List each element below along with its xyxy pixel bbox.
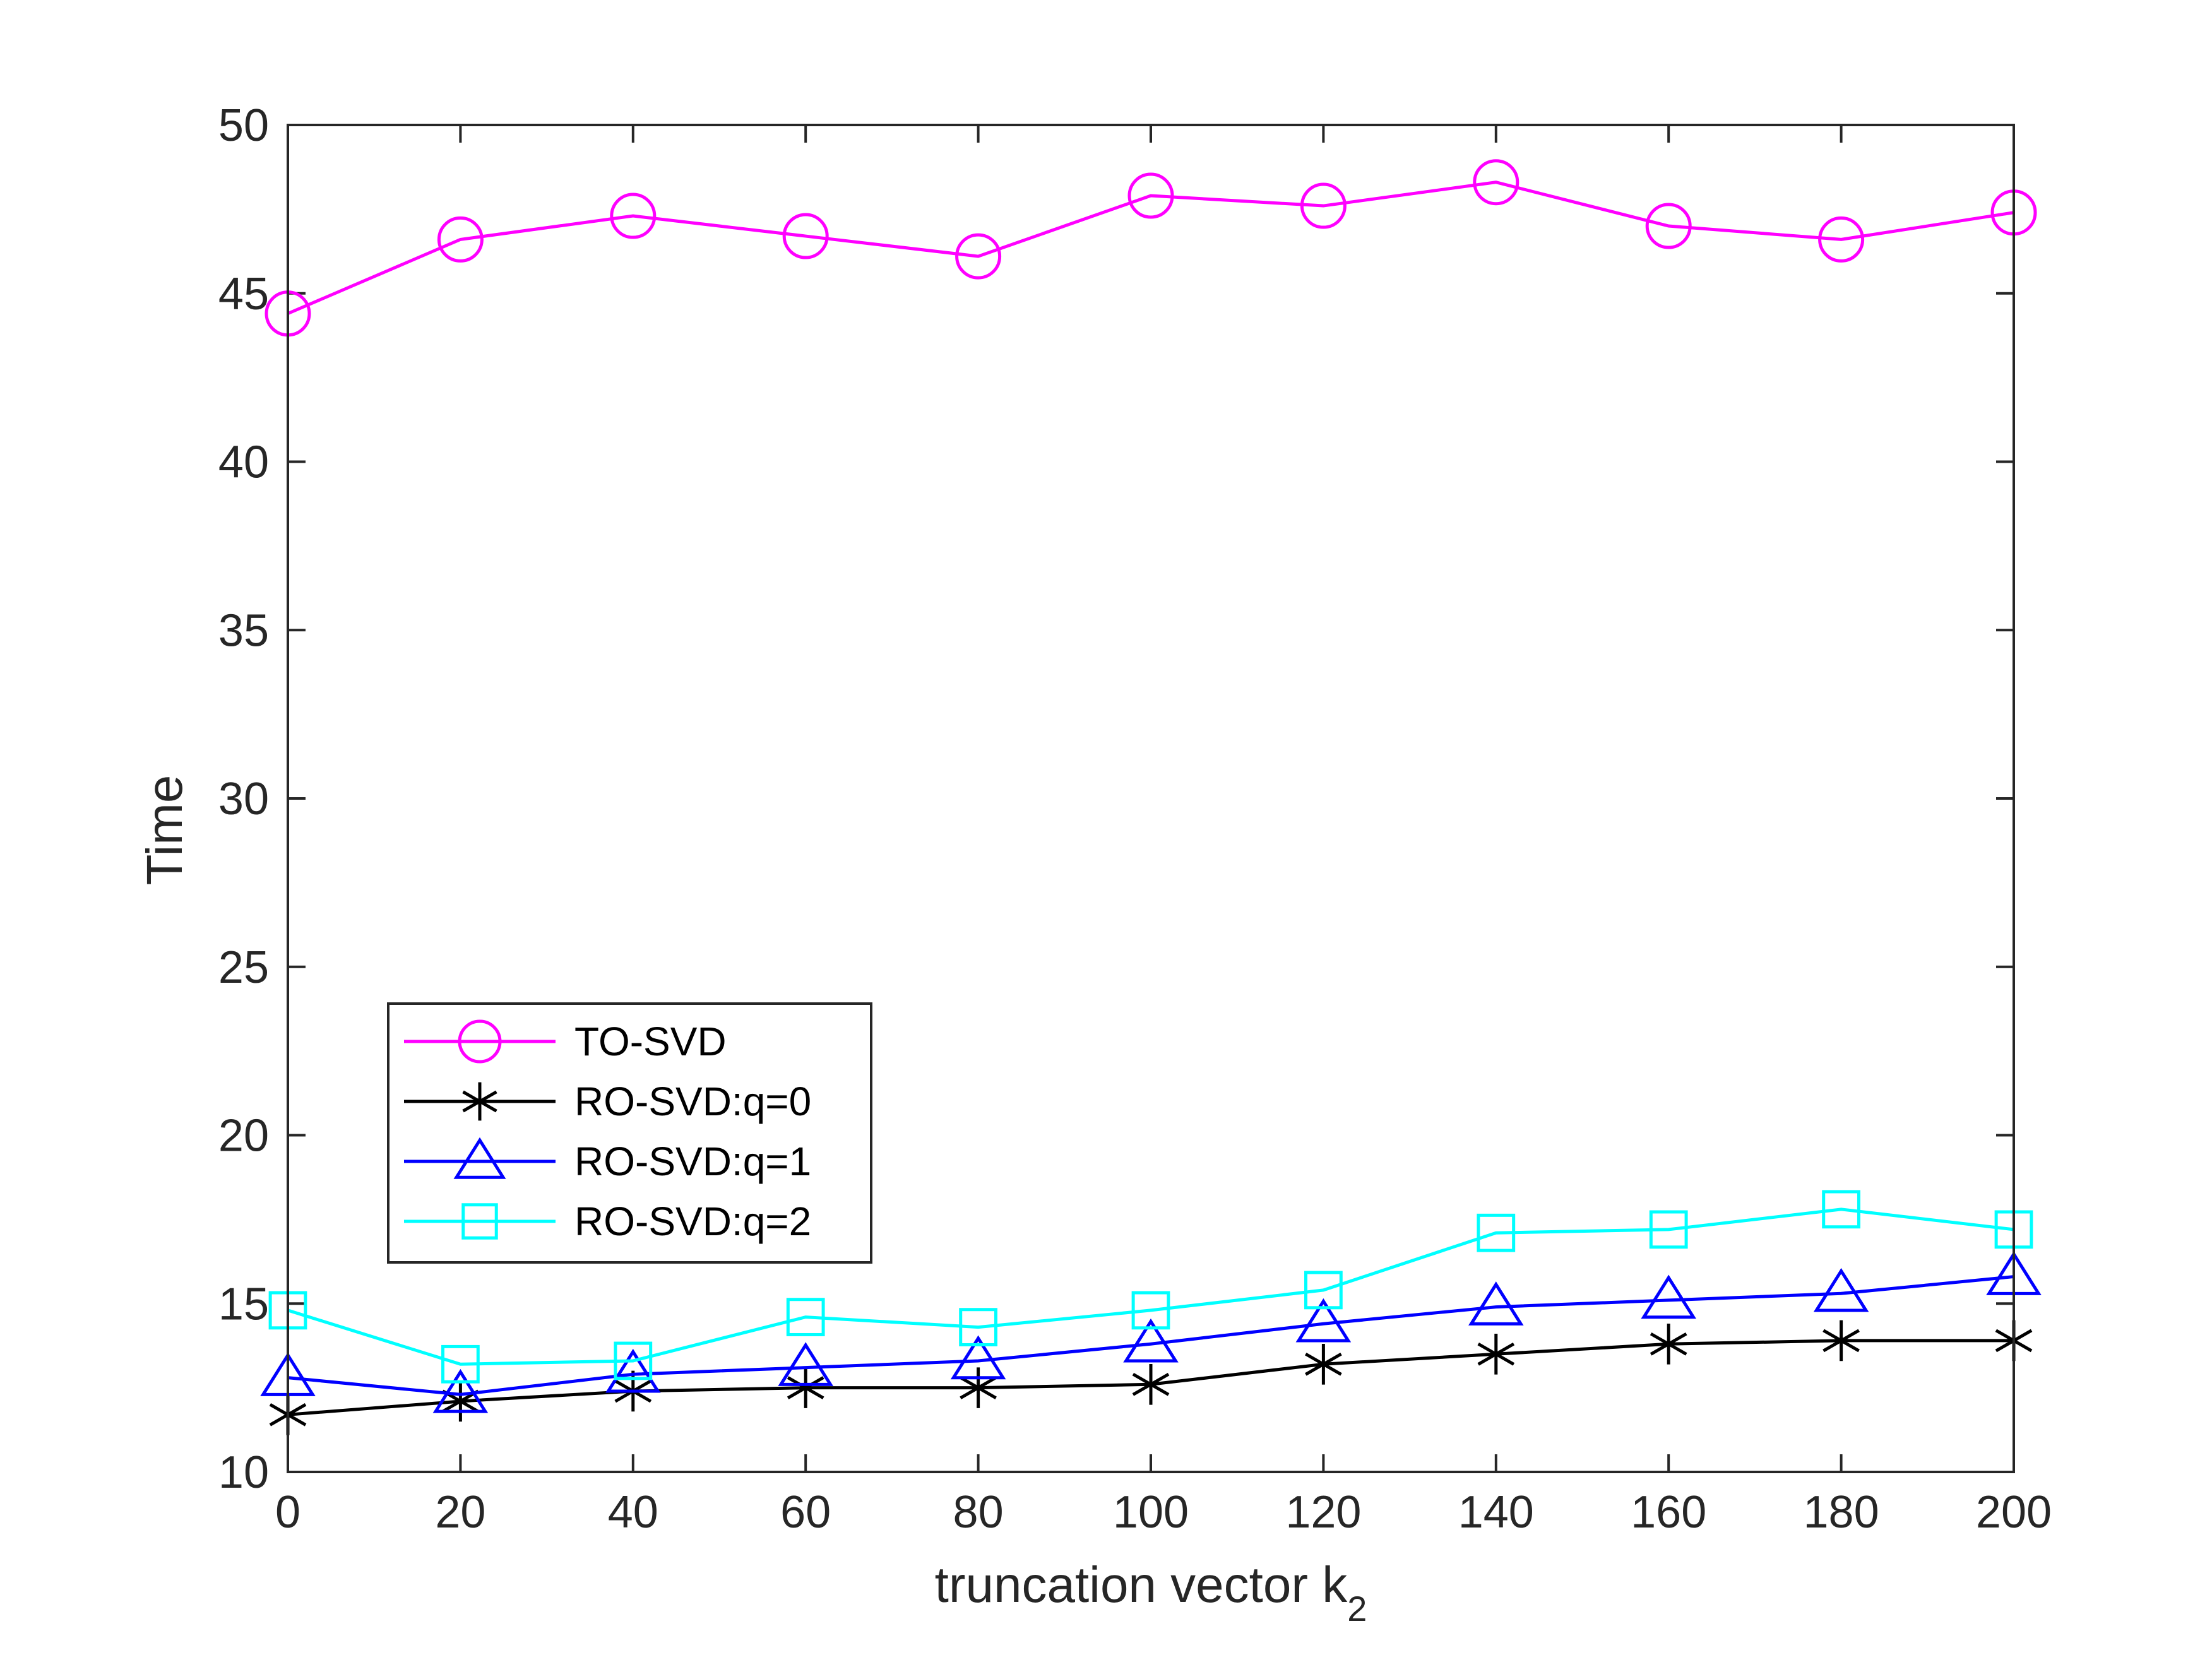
x-axis-label-text: truncation vector k [935,1557,1348,1613]
x-tick-label: 80 [953,1487,1004,1538]
legend-label: RO-SVD:q=1 [574,1139,811,1184]
asterisk-stroke [1305,1352,1342,1376]
data-point [1477,1213,1516,1252]
series-ro-svd-q-2 [268,1190,2033,1384]
data-point [1473,159,1519,206]
y-tick-label: 50 [218,100,269,151]
data-point [1813,1267,1869,1312]
data-point [1131,1291,1170,1330]
y-tick-label: 35 [218,605,269,656]
y-tick-label: 40 [218,437,269,488]
asterisk-stroke [960,1376,997,1399]
asterisk-stroke [1650,1332,1687,1356]
data-point [1650,1323,1687,1365]
y-tick-label: 10 [218,1447,269,1498]
y-tick-label: 25 [218,942,269,993]
y-tick-label: 20 [218,1111,269,1161]
data-point [778,1342,833,1386]
axis-labels: 0 20 40 60 80 100 120 140 160 180 200 10 15 20 25 30 35 4… [218,100,2052,1538]
data-point [605,1348,661,1393]
data-point [1305,1343,1342,1385]
series-line [287,1207,2014,1366]
asterisk-stroke [787,1376,824,1399]
x-axis-label-subscript: 2 [1347,1589,1367,1628]
legend-entry: RO-SVD:q=0 [404,1079,811,1124]
legend-entry: RO-SVD:q=1 [404,1137,811,1184]
x-tick-label: 160 [1631,1487,1706,1538]
y-tick-label: 15 [218,1279,269,1329]
data-point [432,1368,489,1413]
legend-label: RO-SVD:q=2 [574,1199,811,1244]
x-tick-label: 0 [275,1487,300,1538]
data-point [1127,172,1174,219]
data-point [1132,1363,1170,1405]
x-tick-label: 40 [608,1487,658,1538]
data-point [782,213,829,259]
legend-entry: TO-SVD [404,1019,727,1064]
x-tick-label: 140 [1458,1487,1534,1538]
data-point [1300,182,1347,229]
y-axis-label: Time [136,775,193,886]
x-tick-label: 180 [1804,1487,1879,1538]
data-point [1645,203,1692,249]
legend-label: RO-SVD:q=0 [574,1079,811,1124]
y-tick-label: 30 [218,774,269,824]
x-tick-label: 100 [1113,1487,1189,1538]
legend-box [387,1002,872,1264]
legend-marker [453,1137,506,1179]
series-line [287,181,2014,316]
data-point [1649,1210,1688,1249]
data-point [1641,1274,1696,1319]
data-point [1818,216,1865,263]
data-point [1468,1281,1524,1326]
asterisk-stroke [1823,1329,1860,1353]
asterisk-stroke [1132,1372,1170,1396]
legend-marker [462,1082,497,1121]
data-point [955,233,1002,280]
data-point [614,1341,653,1380]
series-to-svd [265,159,2037,337]
data-point [1823,1320,1860,1361]
plot-area-frame [287,124,2015,1473]
legend: TO-SVD RO-SVD:q=0 RO-SVD:q=1 RO-SVD:q=2 [387,1002,872,1264]
x-tick-label: 20 [435,1487,485,1538]
x-tick-label: 120 [1285,1487,1361,1538]
data-point [1295,1298,1352,1343]
y-tick-label: 45 [218,269,269,319]
legend-label: TO-SVD [574,1019,727,1064]
data-point [1822,1190,1860,1229]
data-point [1304,1271,1343,1310]
data-point [787,1367,824,1408]
x-tick-label: 200 [1976,1487,2052,1538]
data-point [441,1344,480,1384]
asterisk-stroke [1477,1342,1515,1366]
series-layer [260,159,2042,1435]
asterisk-stroke [462,1090,497,1113]
data-point [950,1335,1006,1380]
legend-marker [461,1203,498,1240]
x-axis-label: truncation vector k2 [935,1557,1367,1628]
data-point [1123,1318,1179,1363]
series-ro-svd-q-1 [260,1251,2042,1413]
data-point [960,1367,997,1408]
data-point [610,193,657,239]
legend-marker [458,1019,502,1064]
legend-entry: RO-SVD:q=2 [404,1199,811,1244]
x-tick-label: 60 [780,1487,831,1538]
data-point [959,1308,997,1346]
data-point [437,216,484,263]
data-point [786,1298,825,1336]
data-point [1477,1333,1515,1375]
series-line [287,1275,2014,1396]
